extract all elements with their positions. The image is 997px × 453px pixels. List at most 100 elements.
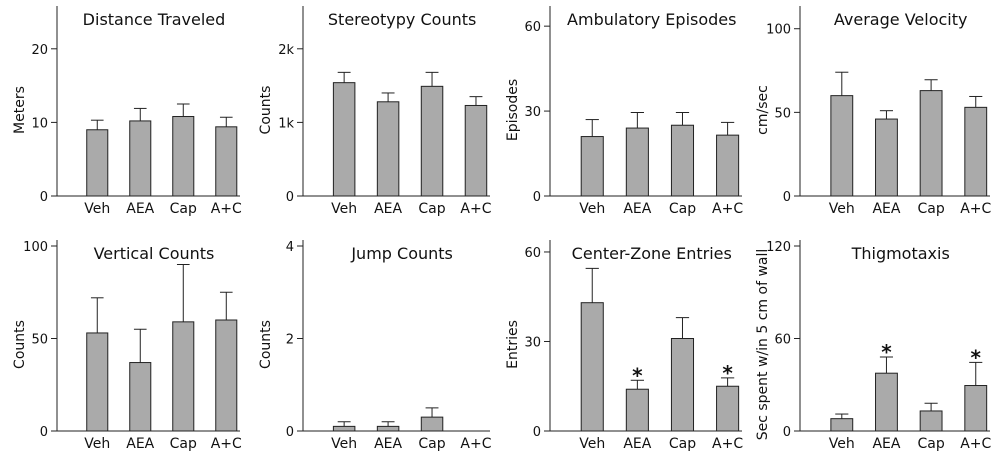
x-tick-label: A+C xyxy=(211,201,242,217)
y-axis-label: Sec spent w/in 5 cm of wall xyxy=(755,249,771,441)
y-tick-label: 50 xyxy=(31,333,48,348)
y-axis-label: Episodes xyxy=(505,79,521,141)
y-tick-label: 0 xyxy=(286,425,294,440)
significance-marker: * xyxy=(632,363,643,387)
y-tick-label: 0 xyxy=(533,425,541,440)
y-axis-label: Counts xyxy=(12,320,28,369)
y-tick-label: 20 xyxy=(31,43,48,58)
x-tick-label: Veh xyxy=(84,201,110,217)
bar xyxy=(464,104,488,197)
significance-marker: * xyxy=(971,345,982,369)
y-tick-label: 50 xyxy=(774,106,791,121)
y-tick-label: 30 xyxy=(524,335,541,350)
x-tick-label: A+C xyxy=(960,201,991,217)
y-tick-label: 60 xyxy=(524,246,541,261)
bar xyxy=(172,321,195,432)
x-tick-label: AEA xyxy=(374,201,402,217)
y-tick-label: 100 xyxy=(766,23,791,38)
bar xyxy=(716,134,740,197)
y-tick-label: 2 xyxy=(286,333,294,348)
bar xyxy=(215,126,238,197)
x-tick-label: Veh xyxy=(331,436,357,452)
bar xyxy=(875,118,898,197)
x-tick-label: A+C xyxy=(960,436,991,452)
x-tick-label: A+C xyxy=(211,436,242,452)
chart-title: Distance Traveled xyxy=(83,10,226,29)
bar xyxy=(215,319,238,432)
bar xyxy=(875,372,898,432)
chart-panel: 0 60 120 Thigmotaxis Sec spent w/in 5 cm of … xyxy=(755,240,992,452)
y-tick-label: 0 xyxy=(40,425,48,440)
y-tick-label: 1k xyxy=(278,116,294,131)
chart-panel: 0 2 4 Jump Counts Counts Veh AEA Cap A+C xyxy=(258,240,492,452)
x-tick-label: A+C xyxy=(460,201,491,217)
chart-panel: 0 50 100 Vertical Counts Counts Veh AEA Cap A+C xyxy=(12,240,242,452)
x-tick-label: Cap xyxy=(669,436,696,452)
x-tick-label: A+C xyxy=(460,436,491,452)
y-tick-label: 10 xyxy=(31,116,48,131)
chart-panel: 0 30 60 Ambulatory Episodes Episodes Veh AEA Ca… xyxy=(505,6,743,217)
x-tick-label: Veh xyxy=(579,201,605,217)
y-tick-label: 60 xyxy=(524,20,541,35)
x-tick-label: AEA xyxy=(623,436,651,452)
x-tick-label: Cap xyxy=(917,201,944,217)
bar xyxy=(670,124,695,197)
bar xyxy=(580,302,604,432)
y-tick-label: 4 xyxy=(286,240,294,255)
bar xyxy=(830,418,854,432)
y-tick-label: 0 xyxy=(286,190,294,205)
x-tick-label: Veh xyxy=(331,201,357,217)
chart-title: Ambulatory Episodes xyxy=(567,10,736,29)
x-tick-label: Veh xyxy=(829,201,855,217)
chart-panel: 0 30 60 Center-Zone Entries Entries Veh * AEA Ca… xyxy=(505,240,743,452)
chart-title: Average Velocity xyxy=(834,10,968,29)
x-tick-label: Cap xyxy=(418,201,445,217)
y-tick-label: 60 xyxy=(774,333,791,348)
y-axis-label: Entries xyxy=(505,320,521,369)
y-tick-label: 0 xyxy=(533,190,541,205)
bar xyxy=(670,338,695,432)
bar xyxy=(580,136,604,197)
bar xyxy=(919,90,943,197)
significance-marker: * xyxy=(881,340,892,364)
y-axis-label: Counts xyxy=(258,320,274,369)
y-tick-label: 100 xyxy=(23,240,48,255)
x-tick-label: AEA xyxy=(126,201,154,217)
y-tick-label: 30 xyxy=(524,105,541,120)
y-tick-label: 0 xyxy=(783,190,791,205)
x-tick-label: AEA xyxy=(623,201,651,217)
x-tick-label: AEA xyxy=(374,436,402,452)
chart-panel: 0 50 100 Average Velocity cm/sec Veh AEA Cap A+C xyxy=(755,6,992,217)
bar xyxy=(129,362,152,432)
x-tick-label: A+C xyxy=(712,201,743,217)
chart-title: Jump Counts xyxy=(350,244,453,263)
y-tick-label: 2k xyxy=(278,43,294,58)
x-tick-label: Cap xyxy=(170,436,197,452)
bar xyxy=(129,120,152,197)
bar xyxy=(86,332,109,432)
bar xyxy=(964,106,988,197)
bar xyxy=(420,416,444,432)
y-axis-label: cm/sec xyxy=(755,85,771,135)
y-tick-label: 0 xyxy=(783,425,791,440)
x-tick-label: AEA xyxy=(126,436,154,452)
bar xyxy=(830,95,854,197)
chart-panel: 0 1k 2k Stereotypy Counts Counts Veh AEA Cap A+C xyxy=(258,6,492,217)
x-tick-label: AEA xyxy=(872,436,900,452)
bar xyxy=(376,425,400,432)
bar xyxy=(332,82,356,197)
significance-marker: * xyxy=(722,361,733,385)
y-tick-label: 0 xyxy=(40,190,48,205)
x-tick-label: Cap xyxy=(418,436,445,452)
chart-title: Center-Zone Entries xyxy=(572,244,732,263)
bar xyxy=(964,385,988,432)
y-axis-label: Meters xyxy=(12,86,28,134)
x-tick-label: Veh xyxy=(829,436,855,452)
y-axis-label: Counts xyxy=(258,86,274,135)
bar xyxy=(625,127,649,197)
bar xyxy=(332,425,356,432)
x-tick-label: Cap xyxy=(917,436,944,452)
x-tick-label: Cap xyxy=(669,201,696,217)
bar xyxy=(919,410,943,432)
bar xyxy=(716,385,740,432)
